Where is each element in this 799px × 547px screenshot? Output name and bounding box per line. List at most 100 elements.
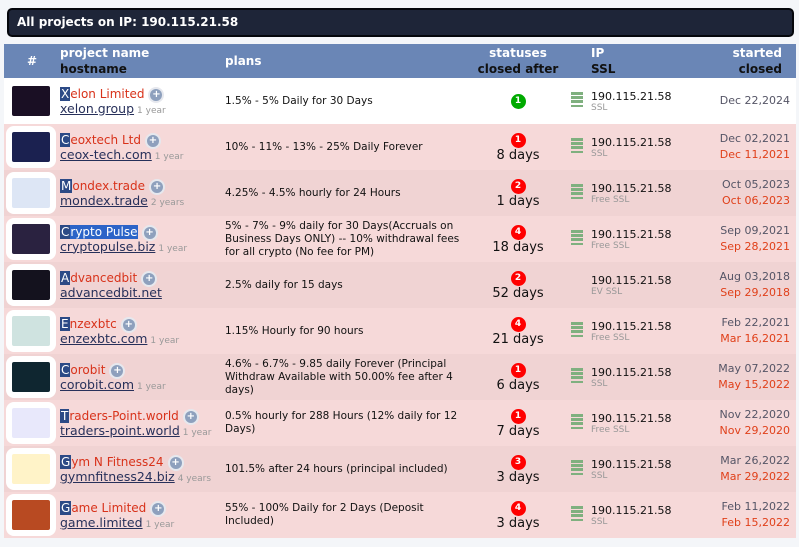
project-thumbnail[interactable] [6,356,56,398]
project-thumbnail[interactable] [6,402,56,444]
project-name[interactable]: ym N Fitness24 [71,454,164,469]
started-date: Aug 03,2018 [719,270,790,283]
plus-icon[interactable]: + [184,410,197,423]
hostname-link[interactable]: gymnfitness24.biz [60,468,175,484]
plus-icon[interactable]: + [111,364,124,377]
project-name[interactable]: dvancedbit [70,270,138,285]
ip-address: 190.115.21.58 [591,227,672,241]
hostname-link[interactable]: corobit.com [60,376,135,392]
ip-address: 190.115.21.58 [591,89,672,103]
plus-icon[interactable]: + [143,272,156,285]
project-name[interactable]: rypto Pulse [70,224,138,239]
hostname-link[interactable]: enzexbtc.com [60,330,148,346]
status-badge[interactable]: 4 [510,224,526,240]
status-badge[interactable]: 4 [510,500,526,516]
ip-address: 190.115.21.58 [591,457,672,471]
hostname-link[interactable]: traders-point.world [60,422,180,438]
started-date: Feb 22,2021 [721,316,790,329]
closed-date: Oct 06,2023 [721,194,790,207]
ip-address: 190.115.21.58 [591,411,672,425]
status-badge[interactable]: 1 [510,132,526,148]
hostname-link[interactable]: advancedbit.net [60,284,162,300]
server-icon[interactable] [570,91,584,108]
closed-after: 21 days [492,331,544,347]
project-age: 1 year [150,335,180,346]
started-date: Nov 22,2020 [719,408,790,421]
ip-address: 190.115.21.58 [591,181,672,195]
project-name[interactable]: raders-Point.world [69,408,179,423]
project-name[interactable]: nzexbtc [69,316,117,331]
closed-date: Feb 15,2022 [721,516,790,529]
plus-icon[interactable]: + [169,456,182,469]
server-icon[interactable] [570,367,584,384]
closed-after: 52 days [492,285,544,301]
project-thumbnail[interactable] [6,310,56,352]
col-plans: plans [225,54,262,68]
project-name[interactable]: eoxtech Ltd [70,132,141,147]
project-thumbnail[interactable] [6,80,56,122]
plans-text: 10% - 11% - 13% - 25% Daily Forever [225,140,423,153]
project-thumbnail[interactable] [6,172,56,214]
started-date: Oct 05,2023 [721,178,790,191]
plans-text: 0.5% hourly for 288 Hours (12% daily for… [225,410,458,435]
ssl-type: SSL [591,516,608,527]
server-icon[interactable] [570,321,584,338]
col-closed-after: closed after [477,62,559,76]
server-icon[interactable] [570,459,584,476]
project-age: 1 year [154,151,184,162]
server-icon[interactable] [570,137,584,154]
project-thumbnail[interactable] [6,264,56,306]
ssl-type: Free SSL [591,194,630,205]
closed-date: Mar 16,2021 [720,332,790,345]
project-age: 2 years [150,197,185,208]
project-age: 1 year [158,243,188,254]
project-thumbnail[interactable] [6,448,56,490]
status-badge[interactable]: 1 [510,408,526,424]
closed-date: Dec 11,2021 [719,148,790,161]
hostname-link[interactable]: xelon.group [60,100,135,116]
status-badge[interactable]: 1 [510,362,526,378]
project-age: 1 year [145,519,175,530]
project-thumbnail[interactable] [6,126,56,168]
table-row: Game Limited + game.limited 1 year 55% - 1… [4,492,796,538]
hostname-link[interactable]: ceox-tech.com [60,146,152,162]
plans-text: 4.6% - 6.7% - 9.85 daily Forever (Princi… [225,357,453,396]
table-row: Enzexbtc + enzexbtc.com 1 year 1.15% Hourl… [4,308,796,354]
hostname-link[interactable]: game.limited [60,514,143,530]
table-row: Advancedbit + advancedbit.net 2.5% daily … [4,262,796,308]
closed-after: 3 days [496,515,540,531]
started-date: Dec 22,2024 [719,94,790,107]
plans-text: 5% - 7% - 9% daily for 30 Days(Accruals … [225,219,460,258]
ssl-type: Free SSL [591,240,630,251]
project-name[interactable]: ame Limited [71,500,147,515]
plus-icon[interactable]: + [151,180,164,193]
status-badge[interactable]: 1 [510,94,526,109]
plus-icon[interactable]: + [150,88,163,101]
plus-icon[interactable]: + [143,226,156,239]
status-badge[interactable]: 2 [510,270,526,286]
project-name[interactable]: ondex.trade [72,178,146,193]
plus-icon[interactable]: + [146,134,159,147]
server-icon[interactable] [570,183,584,200]
status-badge[interactable]: 3 [510,454,526,470]
project-name[interactable]: orobit [70,362,106,377]
plus-icon[interactable]: + [152,502,165,515]
started-date: May 07,2022 [718,362,790,375]
hostname-link[interactable]: mondex.trade [60,192,148,208]
project-thumbnail[interactable] [6,218,56,260]
started-date: Sep 09,2021 [720,224,790,237]
project-initial: E [60,316,70,331]
closed-date: May 15,2022 [718,378,790,391]
server-icon[interactable] [570,229,584,246]
plus-icon[interactable]: + [122,318,135,331]
hostname-link[interactable]: cryptopulse.biz [60,238,156,254]
server-icon[interactable] [570,505,584,522]
ip-address: 190.115.21.58 [591,365,672,379]
status-badge[interactable]: 4 [510,316,526,332]
project-thumbnail[interactable] [6,494,56,536]
status-badge[interactable]: 2 [510,178,526,194]
table-row: Xelon Limited + xelon.group 1 year 1.5% - … [4,78,796,124]
project-age: 1 year [137,381,166,392]
project-name[interactable]: elon Limited [70,86,145,101]
server-icon[interactable] [570,413,584,430]
